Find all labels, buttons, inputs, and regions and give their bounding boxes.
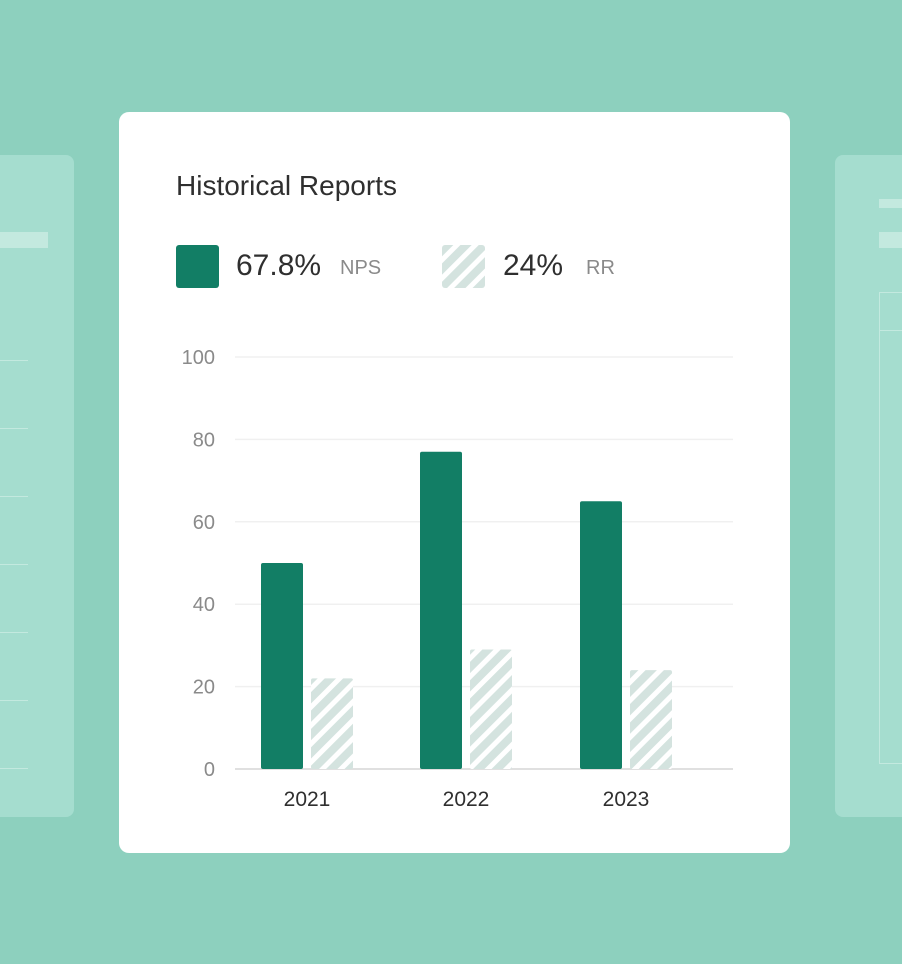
x-tick-label: 2022 (443, 788, 490, 811)
bar-rr-2023 (630, 670, 672, 769)
y-tick-label: 20 (193, 677, 215, 699)
placeholder-bar (0, 232, 48, 248)
y-tick-label: 40 (193, 594, 215, 616)
placeholder-line (0, 564, 28, 565)
card-title: Historical Reports (176, 170, 397, 201)
placeholder-bar (879, 232, 902, 248)
placeholder-line (0, 496, 28, 497)
nps-label: NPS (340, 257, 382, 279)
placeholder-table (879, 292, 902, 764)
x-tick-label: 2021 (284, 788, 331, 811)
x-tick-label: 2023 (603, 788, 650, 811)
background-panel-left (0, 155, 74, 817)
placeholder-line (879, 330, 902, 331)
rr-legend-swatch (442, 245, 485, 288)
bar-nps-2023 (580, 501, 622, 769)
placeholder-line (0, 768, 28, 769)
placeholder-line (0, 360, 28, 361)
nps-value: 67.8% (236, 249, 322, 282)
bar-nps-2021 (261, 563, 303, 769)
bar-rr-2021 (311, 678, 353, 769)
bar-chart: 0 20 40 60 80 100 2021 2022 2023 (182, 347, 733, 811)
bar-rr-2022 (470, 649, 512, 769)
y-tick-label: 60 (193, 512, 215, 534)
placeholder-bar (879, 199, 902, 208)
rr-label: RR (586, 257, 615, 279)
background-panel-right (835, 155, 902, 817)
placeholder-line (0, 700, 28, 701)
y-tick-label: 100 (182, 347, 215, 369)
placeholder-line (0, 632, 28, 633)
bar-nps-2022 (420, 451, 462, 769)
nps-legend-swatch (176, 245, 219, 288)
y-tick-label: 80 (193, 429, 215, 451)
rr-value: 24% (503, 249, 564, 282)
placeholder-line (0, 428, 28, 429)
y-tick-label: 0 (204, 759, 215, 781)
historical-reports-card: Historical Reports 67.8% NPS 24% RR 0 20 4… (119, 112, 790, 853)
